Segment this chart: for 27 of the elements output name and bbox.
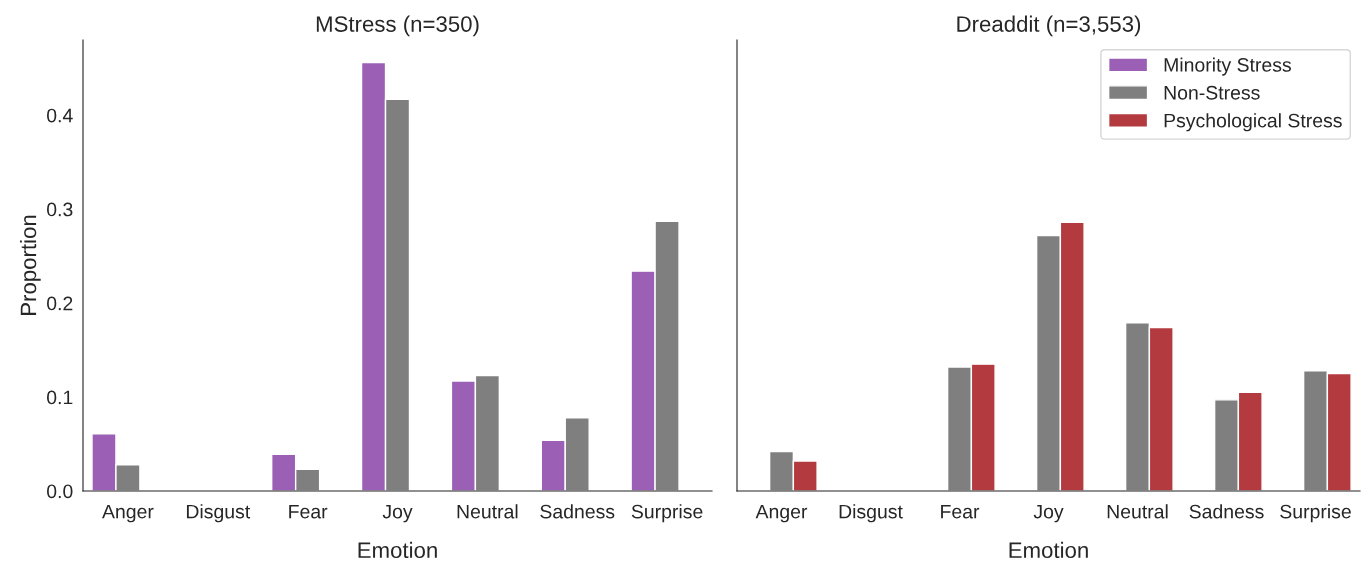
y-axis-title: Proportion [19, 215, 41, 315]
x-tick-label: Sadness [540, 504, 615, 519]
x-tick-label: Surprise [1280, 504, 1351, 523]
chart-title: Dreaddit (n=3,553) [957, 15, 1141, 37]
y-tick-label: 0.2 [47, 296, 73, 311]
y-tick-label: 0.0 [47, 484, 73, 499]
x-tick-label: Joy [382, 504, 413, 523]
legend-label: Minority Stress [1164, 57, 1291, 76]
x-tick-label: Sadness [1189, 504, 1264, 519]
legend-label: Non-Stress [1164, 85, 1260, 100]
x-tick-label: Neutral [457, 504, 518, 519]
y-tick-label: 0.1 [47, 390, 73, 405]
x-tick-label: Fear [941, 504, 980, 519]
chart-title: MStress (n=350) [316, 15, 479, 37]
x-tick-label: Neutral [1107, 504, 1168, 519]
x-axis-title: Emotion [1009, 541, 1088, 559]
x-axis-title: Emotion [358, 541, 437, 559]
x-tick-label: Fear [289, 504, 328, 519]
y-tick-label: 0.3 [47, 202, 73, 217]
x-tick-label: Surprise [631, 504, 703, 523]
x-tick-label: Anger [102, 504, 154, 523]
x-tick-label: Joy [1033, 504, 1064, 523]
legend-label: Psychological Stress [1164, 113, 1342, 132]
x-tick-label: Anger [755, 504, 808, 523]
y-tick-label: 0.4 [47, 108, 73, 123]
x-tick-label: Disgust [839, 504, 903, 523]
x-tick-label: Disgust [186, 504, 251, 523]
